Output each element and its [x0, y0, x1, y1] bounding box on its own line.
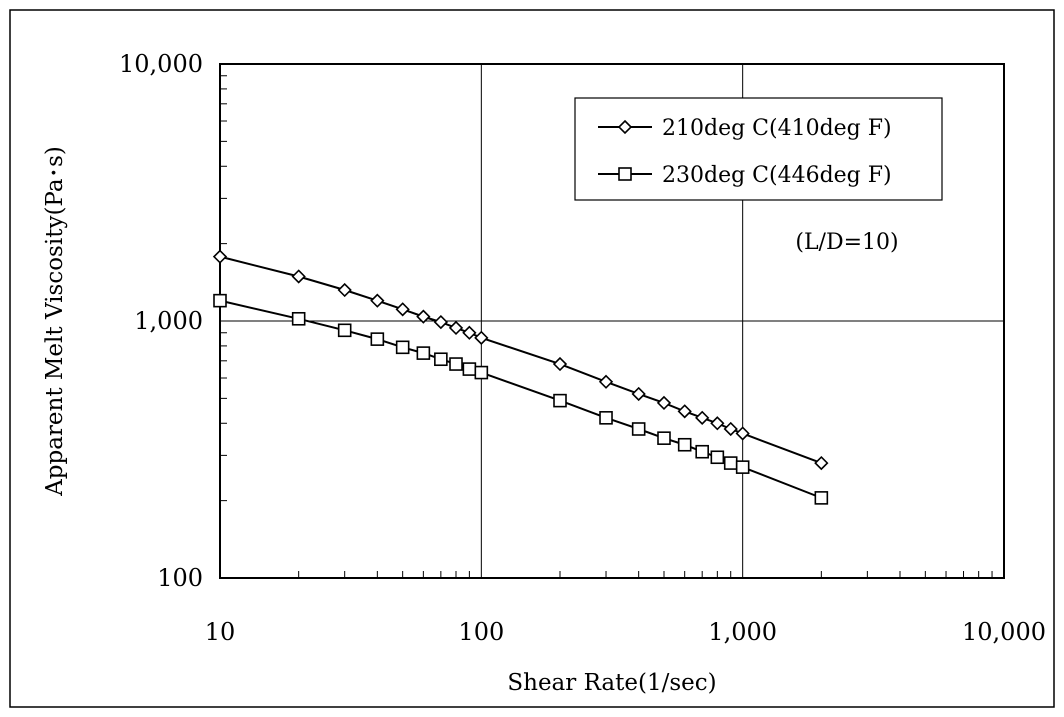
data-point [677, 437, 692, 452]
data-point [433, 314, 448, 330]
plot-area [219, 63, 1005, 579]
data-point [448, 320, 464, 336]
data-point [462, 362, 477, 376]
data-point [416, 346, 431, 360]
legend-box [574, 97, 943, 201]
data-point [631, 422, 646, 436]
data-point [814, 455, 829, 471]
data-point [474, 365, 489, 380]
x-tick-label: 10 [205, 618, 236, 646]
series-2 [213, 293, 829, 505]
y-tick-labels: 100 1,000 10,000 [119, 50, 203, 592]
data-point [449, 357, 463, 371]
data-point [814, 491, 829, 505]
data-point [462, 325, 477, 340]
x-axis-title: Shear Rate(1/sec) [507, 670, 716, 696]
data-point [710, 450, 725, 465]
x-tick-label: 100 [458, 618, 504, 646]
data-point [656, 395, 672, 411]
data-point [291, 311, 306, 326]
data-point [735, 426, 750, 441]
data-point [723, 421, 738, 437]
legend-item-2: 230deg C(446deg F) [598, 163, 892, 188]
legend-marker [617, 119, 633, 135]
y-tick-label: 1,000 [134, 307, 203, 335]
data-point [631, 386, 646, 402]
data-point [370, 332, 385, 346]
data-point [212, 249, 228, 264]
data-point [695, 444, 709, 459]
series [212, 249, 829, 505]
data-point [474, 330, 489, 345]
data-point [416, 309, 431, 324]
x-tick-label: 10,000 [962, 618, 1046, 646]
data-point [598, 374, 614, 389]
data-point [677, 404, 692, 419]
legend-label: 210deg C(410deg F) [662, 116, 892, 141]
data-point [695, 410, 710, 425]
data-point [337, 282, 352, 298]
minor-ticks [220, 75, 993, 578]
data-point [337, 323, 352, 338]
y-tick-label: 10,000 [119, 50, 203, 78]
legend: 210deg C(410deg F) 230deg C(446deg F) [574, 97, 943, 201]
data-point [657, 431, 671, 445]
y-axis-title: Apparent Melt Viscosity(Pa･s) [42, 146, 68, 497]
data-point [370, 293, 385, 308]
legend-item-1: 210deg C(410deg F) [598, 116, 892, 141]
data-point [213, 293, 227, 308]
series-1 [212, 249, 829, 471]
legend-label: 230deg C(446deg F) [662, 163, 892, 188]
x-tick-label: 1,000 [708, 618, 777, 646]
data-point [710, 416, 725, 431]
y-tick-label: 100 [157, 564, 203, 592]
data-point [291, 269, 306, 284]
x-tick-labels: 10 100 1,000 10,000 [205, 618, 1046, 646]
data-point [434, 352, 448, 367]
legend-marker [618, 167, 632, 181]
data-point [553, 393, 567, 408]
data-point [552, 356, 568, 372]
data-point [599, 411, 613, 425]
data-point [723, 456, 738, 470]
data-point [395, 302, 410, 317]
data-point [395, 340, 410, 355]
annotation-ld: (L/D=10) [795, 230, 898, 255]
data-point [735, 460, 750, 474]
legend-items: 210deg C(410deg F) 230deg C(446deg F) [598, 116, 892, 188]
